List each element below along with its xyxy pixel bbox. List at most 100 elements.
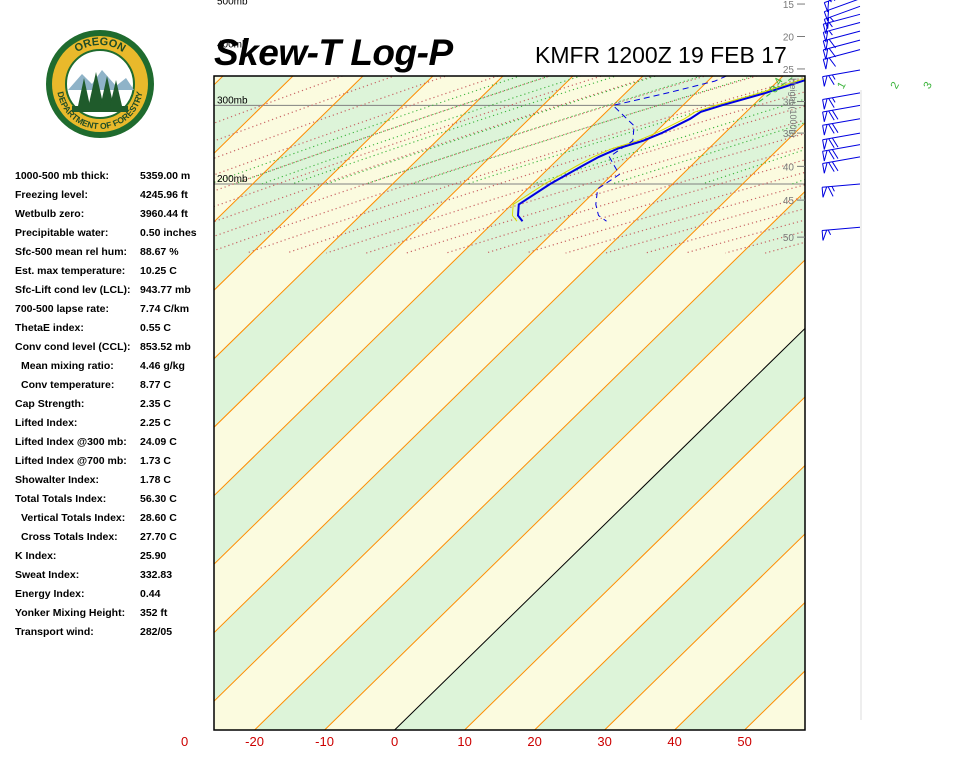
index-value: 24.09 C — [140, 436, 177, 448]
dry-adiabat-line — [845, 0, 960, 253]
index-row: Energy Index: 0.44 — [15, 586, 215, 605]
isotherm-line — [604, 533, 805, 730]
wind-barb-shaft — [823, 5, 861, 29]
temperature-tick-label: 40 — [667, 734, 681, 749]
dry-adiabat-line — [214, 76, 345, 124]
index-label: Energy Index: — [15, 588, 85, 600]
index-value: 1.73 C — [140, 455, 171, 467]
index-value: 1.78 C — [140, 474, 171, 486]
index-row: Sfc-Lift cond lev (LCL): 943.77 mb — [15, 282, 215, 301]
wind-barb — [822, 104, 861, 122]
wind-barb — [822, 49, 861, 70]
index-value: 25.90 — [140, 550, 167, 562]
index-value: 2.35 C — [140, 398, 171, 410]
index-row: Wetbulb zero: 3960.44 ft — [15, 206, 215, 225]
chart-title: Skew-T Log-P — [214, 32, 453, 73]
dry-adiabat-line — [214, 76, 397, 142]
index-label: Lifted Index @700 mb: — [15, 455, 127, 467]
isotherm-line — [214, 76, 784, 634]
index-row: Lifted Index: 2.25 C — [15, 415, 215, 434]
index-label: Lifted Index: — [15, 417, 78, 429]
index-row: Mean mixing ratio: 4.46 g/kg — [15, 358, 215, 377]
temperature-tick-label: -10 — [315, 734, 334, 749]
dry-adiabats — [214, 0, 960, 254]
wind-barb — [823, 5, 861, 29]
index-row: Yonker Mixing Height: 352 ft — [15, 605, 215, 624]
height-tick-label: 30 — [783, 98, 795, 109]
index-label: Precipitable water: — [15, 227, 109, 239]
temperature-tick-label: -20 — [245, 734, 264, 749]
index-label: Showalter Index: — [15, 474, 100, 486]
wind-barb-shaft — [822, 22, 861, 43]
wind-barb — [822, 30, 861, 51]
isotherm-line — [214, 76, 224, 86]
index-value: 352 ft — [140, 607, 168, 619]
index-row: Conv cond level (CCL): 853.52 mb — [15, 339, 215, 358]
index-value: 28.60 C — [140, 512, 177, 524]
isotherm-line — [815, 76, 960, 730]
wind-barb-shaft — [822, 156, 861, 174]
dry-adiabat-line — [214, 76, 448, 159]
wind-barb — [823, 0, 858, 22]
moist-adiabat-line — [365, 76, 704, 185]
index-value: 943.77 mb — [140, 284, 191, 296]
height-tick-label: 45 — [783, 196, 795, 207]
moist-adiabat-line — [234, 76, 551, 185]
wind-barb-shaft — [822, 144, 861, 162]
stability-indices-panel: 1000-500 mb thick: 5359.00 m Freezing leve… — [15, 168, 215, 643]
wind-barb — [822, 69, 861, 87]
isotherm-line — [214, 76, 574, 428]
isotherm-line — [214, 76, 714, 565]
index-value: 4.46 g/kg — [140, 360, 185, 372]
index-value: 0.55 C — [140, 322, 171, 334]
height-tick-label: 50 — [783, 233, 795, 244]
height-tick-label: 15 — [783, 0, 795, 11]
index-value: 853.52 mb — [140, 341, 191, 353]
index-label: Vertical Totals Index: — [21, 512, 126, 524]
index-label: Sweat Index: — [15, 569, 80, 581]
plot-area — [214, 0, 960, 730]
index-label: Yonker Mixing Height: — [15, 607, 126, 619]
index-row: Conv temperature: 8.77 C — [15, 377, 215, 396]
wind-barb — [822, 118, 861, 136]
index-label: Sfc-Lift cond lev (LCL): — [15, 284, 131, 296]
wind-barb — [822, 13, 861, 34]
index-value: 5359.00 m — [140, 170, 191, 182]
temperature-tick-label: 20 — [527, 734, 541, 749]
index-row: ThetaE index: 0.55 C — [15, 320, 215, 339]
pressure-label: 200mb — [217, 174, 248, 185]
mixing-ratio-line — [819, 0, 960, 105]
index-row: Sweat Index: 332.83 — [15, 567, 215, 586]
temperature-tick-label: 10 — [457, 734, 471, 749]
wind-barb-shaft — [823, 0, 833, 13]
index-label: Total Totals Index: — [15, 493, 107, 505]
isotherm-line — [464, 396, 805, 730]
index-label: Freezing level: — [15, 189, 88, 201]
wind-barb-shaft — [822, 13, 861, 34]
svg-text:OREGON: OREGON — [73, 36, 128, 55]
wind-barb — [822, 144, 861, 162]
index-value: 7.74 C/km — [140, 303, 190, 315]
index-label: Est. max temperature: — [15, 265, 126, 277]
index-label: Lifted Index @300 mb: — [15, 436, 127, 448]
isotherm-line — [214, 76, 504, 360]
wind-barb-shaft — [821, 226, 861, 241]
oregon-department-of-forestry-logo: OREGON DEPARTMENT OF FORESTRY — [46, 30, 154, 138]
index-value: 3960.44 ft — [140, 208, 188, 220]
wind-barbs — [821, 0, 862, 720]
mixing-ratio-label: 3 — [921, 80, 934, 91]
mixing-ratio-label: 2 — [889, 80, 902, 91]
temperature-profile-line — [516, 79, 805, 222]
wind-barb-shaft — [822, 39, 861, 60]
index-label: Cross Totals Index: — [21, 531, 118, 543]
index-value: 2.25 C — [140, 417, 171, 429]
pressure-label: 500mb — [217, 0, 248, 7]
isotherm-line — [324, 259, 805, 730]
index-row: Lifted Index @700 mb: 1.73 C — [15, 453, 215, 472]
isotherm-line — [254, 190, 805, 730]
isotherm-line — [534, 464, 805, 730]
mixing-ratio-line — [872, 0, 960, 105]
index-value: 88.67 % — [140, 246, 179, 258]
index-row: Transport wind: 282/05 — [15, 624, 215, 643]
